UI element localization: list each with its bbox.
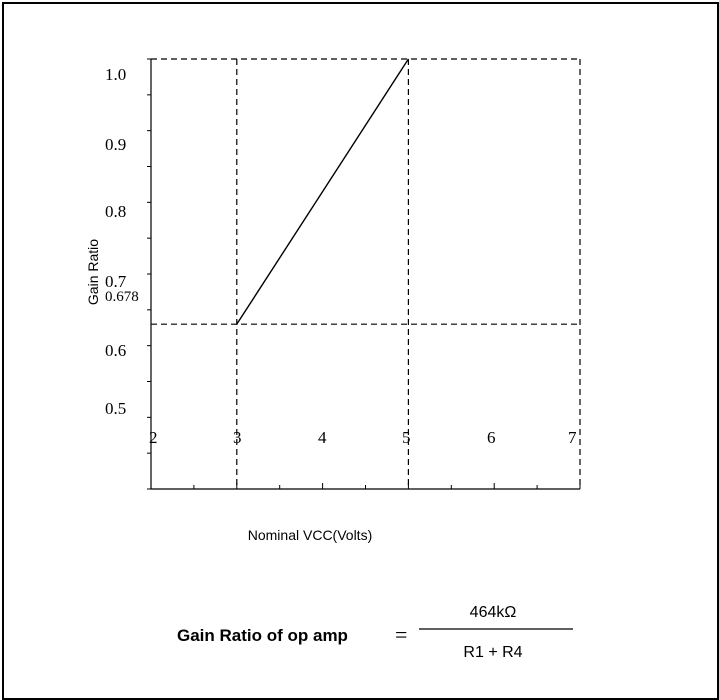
y-tick-label: 0.7 — [105, 272, 127, 291]
x-tick-label: 2 — [149, 428, 158, 447]
x-tick-label: 5 — [402, 428, 411, 447]
y-tick-label: 1.0 — [105, 65, 126, 84]
y-tick-label: 0.5 — [105, 399, 126, 418]
x-axis-label: Nominal VCC(Volts) — [248, 527, 372, 543]
y-axis-label: Gain Ratio — [85, 239, 101, 305]
series-line — [236, 58, 409, 325]
x-tick-labels: 2 3 4 5 6 7 — [149, 428, 577, 447]
y-tick-label: 0.8 — [105, 202, 126, 221]
x-tick-label: 7 — [568, 428, 577, 447]
y-tick-label: 0.6 — [105, 341, 126, 360]
formula-equals: = — [395, 622, 407, 647]
series-group — [236, 58, 409, 325]
formula-lhs: Gain Ratio of op amp — [177, 626, 348, 645]
formula-numerator: 464kΩ — [470, 604, 517, 621]
axes — [147, 58, 581, 490]
x-tick-label: 4 — [318, 428, 327, 447]
x-tick-label: 6 — [487, 428, 496, 447]
x-tick-label: 3 — [233, 428, 242, 447]
reference-lines — [151, 58, 581, 489]
y-tick-label: 0.678 — [105, 289, 139, 305]
formula-denominator: R1 + R4 — [463, 644, 522, 661]
y-tick-label: 0.9 — [105, 135, 126, 154]
